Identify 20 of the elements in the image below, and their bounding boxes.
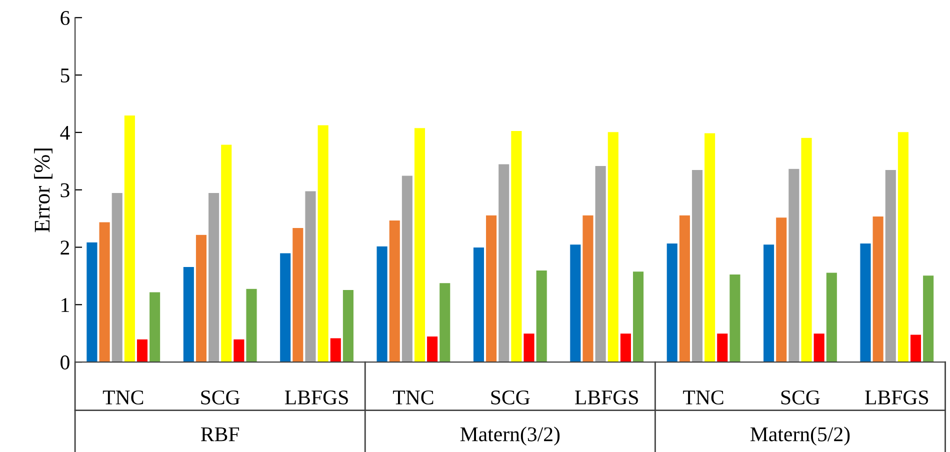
x-tick-label: TNC: [102, 390, 144, 404]
text: Matern(3/2): [460, 426, 560, 446]
y-tick-label: 6: [60, 11, 70, 26]
x-tick-label: LBFGS: [575, 390, 638, 404]
y-tick-label: 3: [60, 183, 70, 198]
y-tick-label: 0: [60, 355, 70, 370]
y-tick-label: 4: [60, 126, 70, 140]
x-tick-label: SCG: [491, 390, 530, 404]
text: Matern(5/2): [750, 426, 850, 446]
x-tick-label: LBFGS: [284, 390, 348, 404]
y-tick-label: 5: [60, 68, 70, 82]
y-tick-label: 2: [60, 240, 70, 254]
x-tick-label: SCG: [781, 390, 820, 404]
text: RBF: [200, 427, 240, 442]
x-tick-label: TNC: [393, 390, 434, 404]
x-tick-label: SCG: [201, 390, 240, 404]
y-tick-label: 1: [62, 298, 69, 312]
y-axis-title: Error [%]: [34, 148, 52, 232]
x-tick-label: TNC: [683, 390, 724, 404]
x-tick-label: LBFGS: [865, 390, 928, 404]
